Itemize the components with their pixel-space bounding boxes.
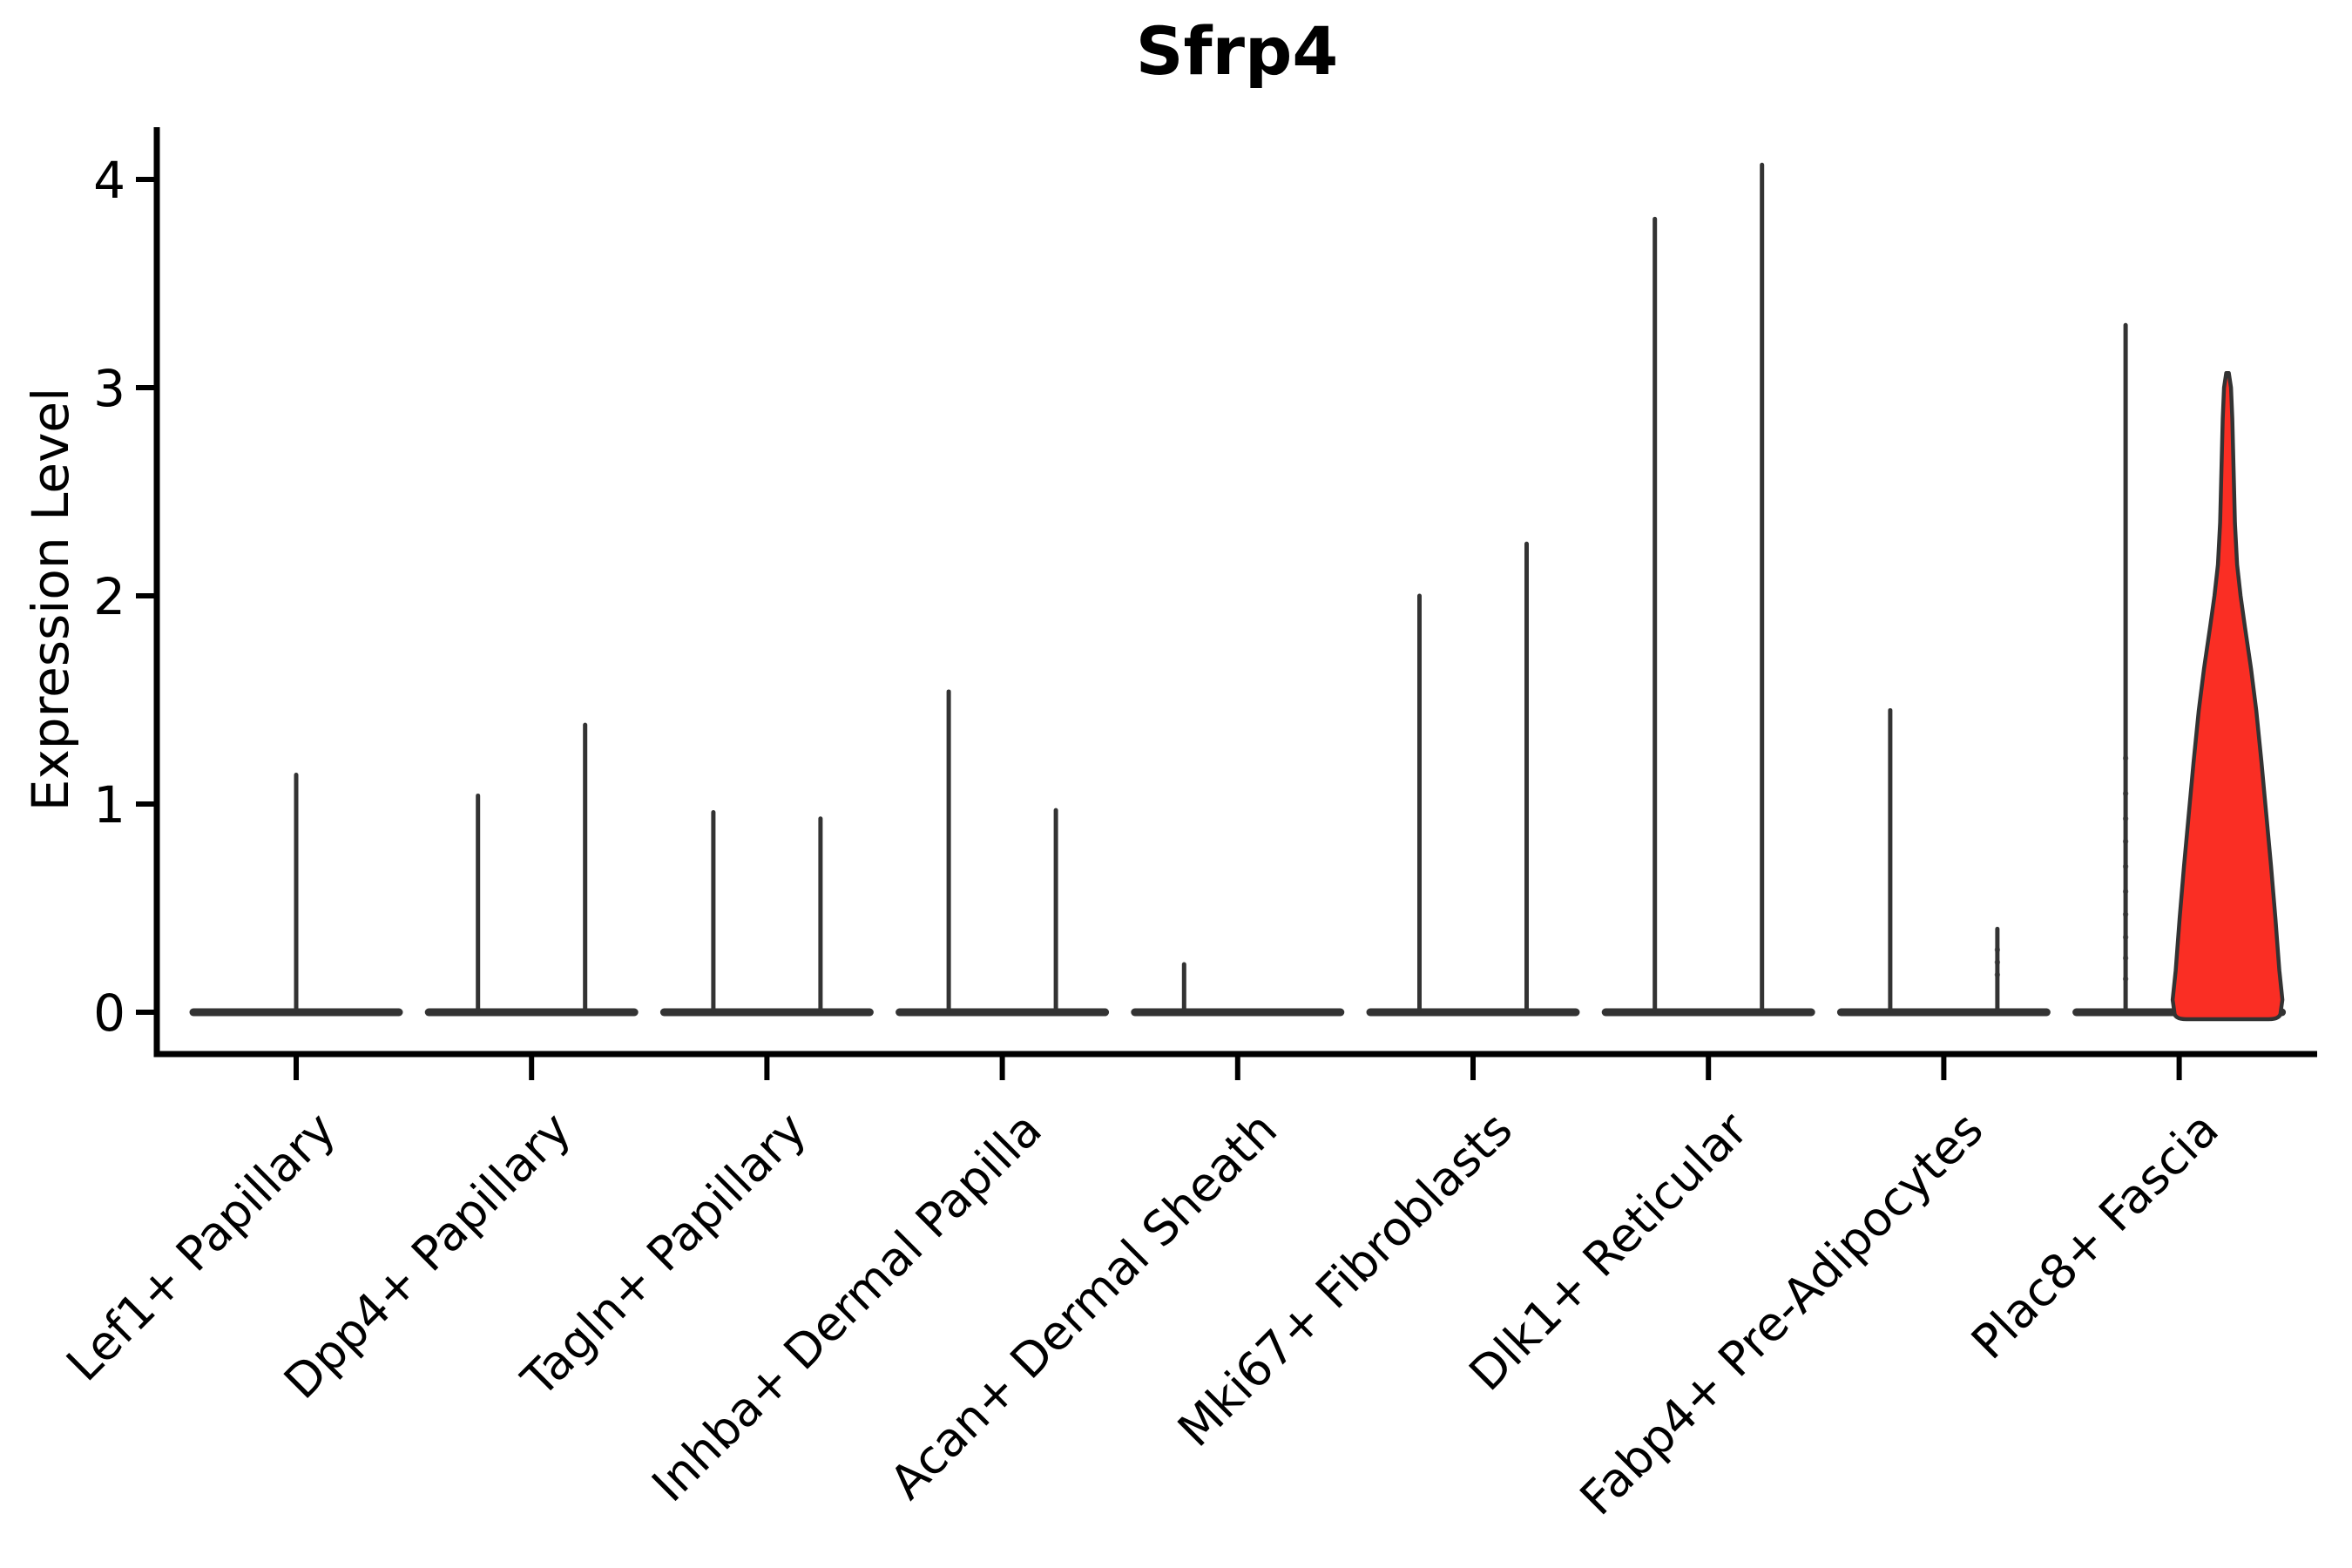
chart-title: Sfrp4 — [1135, 12, 1339, 90]
expression-point-dot — [1994, 971, 2001, 978]
x-tick-label: Plac8+ Fascia — [1961, 1102, 2229, 1370]
expression-point-dot — [2122, 755, 2129, 761]
expression-point-dot — [2122, 911, 2129, 917]
expression-point-dot — [2122, 976, 2129, 982]
expression-point-dot — [1994, 959, 2001, 965]
expression-point-dot — [1994, 947, 2001, 953]
expression-point-dot — [2122, 838, 2129, 845]
expression-point-dot — [2122, 863, 2129, 869]
y-tick-label: 0 — [93, 983, 125, 1043]
expression-point-dot — [2122, 955, 2129, 962]
x-tick-label: Inhba+ Dermal Papilla — [641, 1102, 1051, 1512]
expression-point-dot — [2122, 889, 2129, 895]
expression-point-dot — [2122, 815, 2129, 821]
y-tick-label: 2 — [93, 567, 125, 626]
y-tick-label: 1 — [93, 775, 125, 835]
expression-point-dot — [2122, 790, 2129, 797]
y-tick-label: 3 — [93, 359, 125, 418]
y-tick-label: 4 — [93, 151, 125, 210]
x-tick-label: Acan+ Dermal Sheath — [880, 1102, 1288, 1510]
highlighted-violin — [2170, 371, 2285, 1022]
x-tick-label: Fabp4+ Pre-Adipocytes — [1570, 1102, 1994, 1526]
expression-point-dot — [2122, 934, 2129, 941]
